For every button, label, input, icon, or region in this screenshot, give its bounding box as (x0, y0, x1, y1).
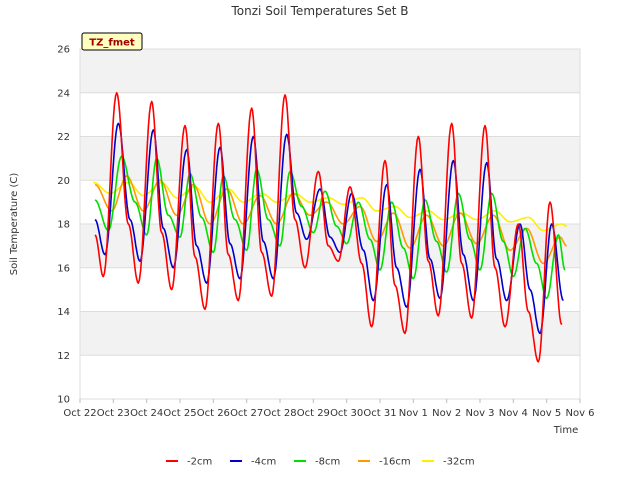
x-tick-label: Oct 31 (363, 408, 396, 419)
y-tick-label: 22 (57, 132, 70, 143)
legend-label: -16cm (379, 457, 411, 468)
plot-border (79, 48, 581, 400)
badge-label: TZ_fmet (89, 38, 135, 49)
series-line-2cm (94, 92, 563, 363)
x-tick-label: Oct 28 (263, 408, 296, 419)
legend-label: -32cm (443, 457, 475, 468)
x-tick-label: Oct 26 (197, 408, 230, 419)
series-line-16cm (94, 175, 567, 265)
y-axis-ticks: 10 12 14 16 18 20 22 24 26 (57, 45, 70, 406)
series-line-4cm (94, 122, 564, 335)
y-tick-label: 20 (57, 176, 70, 187)
x-tick-label: Oct 27 (230, 408, 263, 419)
x-tick-label: Nov 2 (432, 408, 461, 419)
x-tick-label: Oct 23 (97, 408, 130, 419)
y-tick-label: 24 (57, 88, 70, 99)
y-tick-label: 18 (57, 220, 70, 231)
series-line-8cm (94, 155, 566, 300)
x-tick-label: Oct 22 (63, 408, 96, 419)
y-tick-label: 14 (57, 307, 70, 318)
x-axis-label: Time (553, 425, 578, 436)
grid-band (80, 311, 580, 356)
y-tick-label: 12 (57, 351, 70, 362)
station-badge: TZ_fmet (81, 32, 143, 51)
chart-title: Tonzi Soil Temperatures Set B (231, 4, 409, 18)
x-tick-label: Oct 24 (130, 408, 163, 419)
x-tick-label: Oct 30 (330, 408, 363, 419)
grid-band (80, 49, 580, 93)
x-tick-label: Oct 25 (163, 408, 196, 419)
x-tick-label: Nov 3 (465, 408, 494, 419)
grid-lines (79, 48, 581, 400)
x-tick-label: Nov 1 (399, 408, 428, 419)
y-tick-label: 16 (57, 263, 70, 274)
series-line-32cm (93, 181, 568, 232)
series-lines (93, 92, 568, 363)
x-tick-label: Nov 4 (499, 408, 528, 419)
legend-label: -2cm (187, 457, 212, 468)
x-tick-label: Nov 5 (532, 408, 561, 419)
y-axis-label: Soil Temperature (C) (9, 173, 20, 276)
x-tick-label: Nov 6 (565, 408, 594, 419)
x-tick-label: Oct 29 (297, 408, 330, 419)
legend-label: -4cm (251, 457, 276, 468)
legend-label: -8cm (315, 457, 340, 468)
grid-band (80, 136, 580, 181)
y-tick-label: 26 (57, 45, 70, 56)
y-tick-label: 10 (57, 395, 70, 406)
badge-box (81, 32, 143, 51)
legend: -2cm -4cm -8cm -16cm -32cm (166, 457, 475, 468)
x-axis-ticks: Oct 22 Oct 23 Oct 24 Oct 25 Oct 26 Oct 27 Oct … (63, 399, 595, 419)
